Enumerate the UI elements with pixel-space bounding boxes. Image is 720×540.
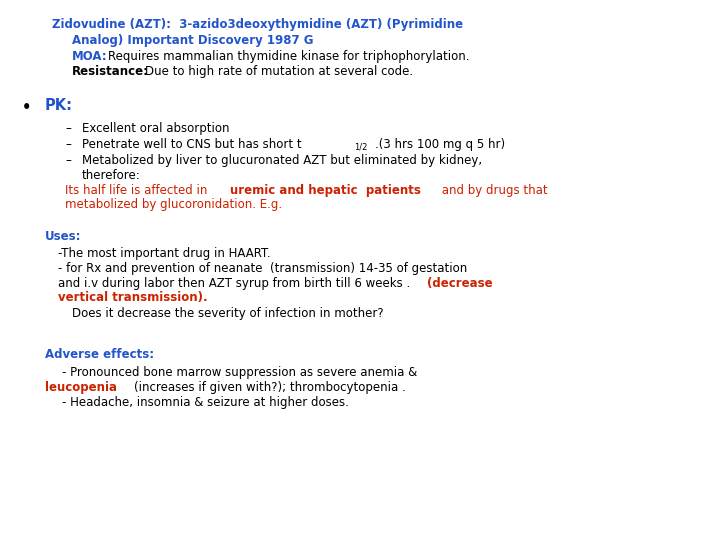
Text: –: – bbox=[65, 138, 71, 151]
Text: Penetrate well to CNS but has short t: Penetrate well to CNS but has short t bbox=[82, 138, 302, 151]
Text: and by drugs that: and by drugs that bbox=[438, 184, 548, 197]
Text: Resistance:: Resistance: bbox=[72, 65, 149, 78]
Text: (decrease: (decrease bbox=[427, 277, 492, 290]
Text: –: – bbox=[65, 122, 71, 135]
Text: metabolized by glucoronidation. E.g.: metabolized by glucoronidation. E.g. bbox=[65, 198, 282, 211]
Text: .(3 hrs 100 mg q 5 hr): .(3 hrs 100 mg q 5 hr) bbox=[375, 138, 505, 151]
Text: vertical transmission).: vertical transmission). bbox=[58, 291, 207, 304]
Text: Requires mammalian thymidine kinase for triphophorylation.: Requires mammalian thymidine kinase for … bbox=[108, 50, 469, 63]
Text: (increases if given with?); thrombocytopenia .: (increases if given with?); thrombocytop… bbox=[134, 381, 406, 394]
Text: 1/2: 1/2 bbox=[354, 143, 367, 152]
Text: Excellent oral absorption: Excellent oral absorption bbox=[82, 122, 230, 135]
Text: Due to high rate of mutation at several code.: Due to high rate of mutation at several … bbox=[145, 65, 413, 78]
Text: Does it decrease the severity of infection in mother?: Does it decrease the severity of infecti… bbox=[72, 307, 384, 320]
Text: and i.v during labor then AZT syrup from birth till 6 weeks .: and i.v during labor then AZT syrup from… bbox=[58, 277, 410, 290]
Text: Analog) Important Discovery 1987 G: Analog) Important Discovery 1987 G bbox=[72, 34, 313, 47]
Text: -The most important drug in HAART.: -The most important drug in HAART. bbox=[58, 247, 271, 260]
Text: Adverse effects:: Adverse effects: bbox=[45, 348, 154, 361]
Text: - Headache, insomnia & seizure at higher doses.: - Headache, insomnia & seizure at higher… bbox=[62, 396, 349, 409]
Text: - for Rx and prevention of neanate  (transmission) 14-35 of gestation: - for Rx and prevention of neanate (tran… bbox=[58, 262, 467, 275]
Text: •: • bbox=[22, 100, 32, 115]
Text: MOA:: MOA: bbox=[72, 50, 107, 63]
Text: Its half life is affected in: Its half life is affected in bbox=[65, 184, 211, 197]
Text: leucopenia: leucopenia bbox=[45, 381, 117, 394]
Text: Metabolized by liver to glucuronated AZT but eliminated by kidney,: Metabolized by liver to glucuronated AZT… bbox=[82, 154, 482, 167]
Text: Uses:: Uses: bbox=[45, 230, 81, 243]
Text: Zidovudine (AZT):  3-azido3deoxythymidine (AZT) (Pyrimidine: Zidovudine (AZT): 3-azido3deoxythymidine… bbox=[52, 18, 463, 31]
Text: therefore:: therefore: bbox=[82, 169, 140, 182]
Text: - Pronounced bone marrow suppression as severe anemia &: - Pronounced bone marrow suppression as … bbox=[62, 366, 418, 379]
Text: PK:: PK: bbox=[45, 98, 73, 113]
Text: –: – bbox=[65, 154, 71, 167]
Text: uremic and hepatic  patients: uremic and hepatic patients bbox=[230, 184, 421, 197]
